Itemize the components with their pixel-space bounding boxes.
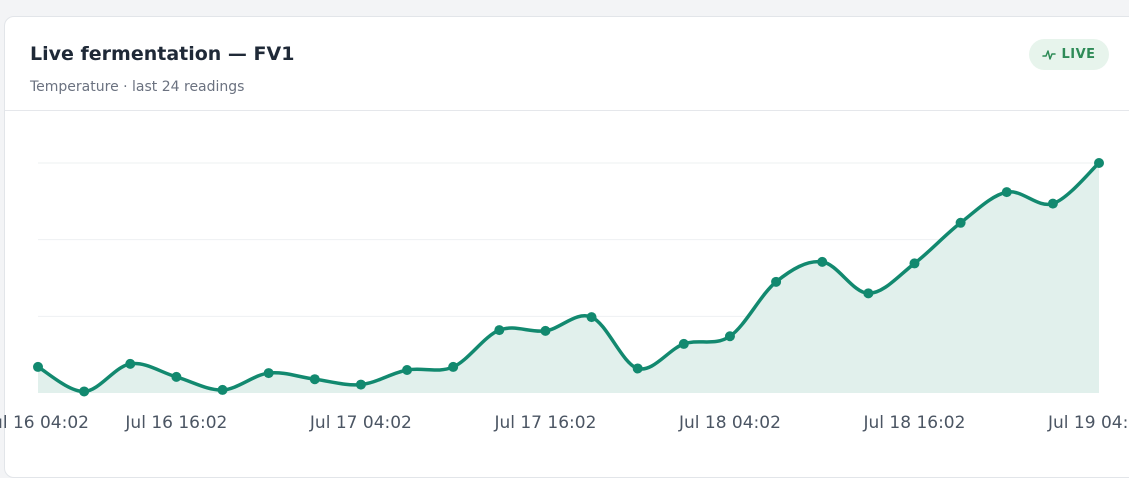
data-point[interactable] bbox=[402, 365, 413, 375]
data-point[interactable] bbox=[171, 371, 182, 382]
chart-x-ticks: Jul 16 04:02 Jul 16 16:02 Jul 17 04:02 Jul … bbox=[0, 413, 1129, 433]
data-point[interactable] bbox=[817, 256, 828, 267]
data-point[interactable] bbox=[1094, 158, 1104, 168]
data-point[interactable] bbox=[355, 379, 366, 390]
data-point[interactable] bbox=[909, 258, 920, 269]
x-tick-label: Jul 17 04:02 bbox=[309, 413, 412, 433]
data-point[interactable] bbox=[955, 217, 966, 228]
data-point[interactable] bbox=[632, 363, 643, 374]
x-tick-label: Jul 18 16:02 bbox=[863, 413, 966, 433]
x-tick-label: Jul 18 04:02 bbox=[678, 413, 781, 433]
activity-icon bbox=[1042, 49, 1057, 61]
chart-area-fill bbox=[38, 163, 1099, 393]
data-point[interactable] bbox=[540, 325, 551, 336]
x-tick-label: Jul 16 04:02 bbox=[0, 413, 89, 433]
data-point[interactable] bbox=[863, 288, 874, 299]
data-point[interactable] bbox=[309, 374, 320, 385]
live-badge-label: LIVE bbox=[1061, 47, 1096, 62]
data-point[interactable] bbox=[771, 276, 782, 287]
card-title: Live fermentation — FV1 bbox=[30, 43, 295, 65]
data-point[interactable] bbox=[448, 361, 459, 372]
chart-points bbox=[33, 158, 1104, 397]
data-point[interactable] bbox=[79, 386, 90, 397]
card-subtitle: Temperature · last 24 readings bbox=[30, 79, 245, 95]
data-point[interactable] bbox=[217, 384, 228, 395]
temperature-chart: Jul 16 04:02 Jul 16 16:02 Jul 17 04:02 Jul … bbox=[0, 158, 1129, 433]
data-point[interactable] bbox=[263, 368, 274, 379]
live-badge: LIVE bbox=[1029, 39, 1109, 70]
data-point[interactable] bbox=[1001, 187, 1012, 198]
data-point[interactable] bbox=[1047, 198, 1058, 209]
data-point[interactable] bbox=[33, 361, 43, 372]
data-point[interactable] bbox=[586, 312, 597, 323]
data-point[interactable] bbox=[678, 338, 689, 349]
x-tick-label: Jul 19 04:02 bbox=[1047, 413, 1129, 433]
x-tick-label: Jul 17 16:02 bbox=[493, 413, 596, 433]
card-header: Live fermentation — FV1 Temperature · la… bbox=[5, 17, 1129, 111]
data-point[interactable] bbox=[724, 331, 735, 342]
data-point[interactable] bbox=[125, 358, 136, 369]
x-tick-label: Jul 16 16:02 bbox=[124, 413, 227, 433]
data-point[interactable] bbox=[494, 325, 505, 336]
